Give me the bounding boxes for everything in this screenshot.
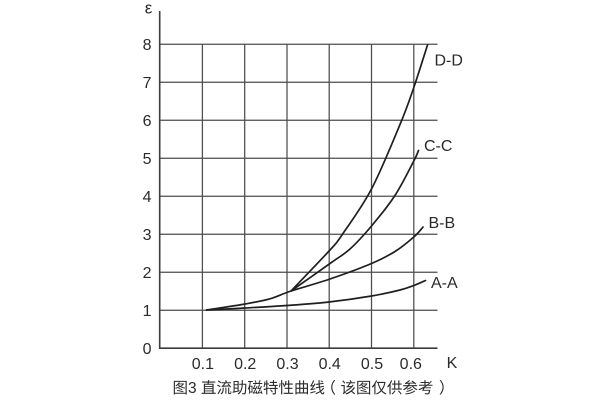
svg-text:A-A: A-A <box>431 275 458 292</box>
svg-text:0.5: 0.5 <box>361 356 383 373</box>
svg-text:0: 0 <box>143 341 152 358</box>
svg-text:2: 2 <box>143 265 152 282</box>
svg-text:0.2: 0.2 <box>234 356 256 373</box>
svg-text:B-B: B-B <box>429 215 456 232</box>
svg-text:0.3: 0.3 <box>276 356 298 373</box>
svg-text:6: 6 <box>143 113 152 130</box>
svg-text:3: 3 <box>188 380 197 397</box>
svg-text:C-C: C-C <box>424 138 452 155</box>
svg-text:ε: ε <box>145 0 153 18</box>
svg-text:8: 8 <box>143 37 152 54</box>
svg-text:3: 3 <box>143 227 152 244</box>
svg-text:5: 5 <box>143 151 152 168</box>
svg-text:D-D: D-D <box>435 53 463 70</box>
svg-text:1: 1 <box>143 303 152 320</box>
svg-text:7: 7 <box>143 75 152 92</box>
svg-text:0.1: 0.1 <box>192 356 214 373</box>
svg-text:0.4: 0.4 <box>319 356 341 373</box>
svg-text:0.6: 0.6 <box>400 356 422 373</box>
svg-text:K: K <box>447 355 458 372</box>
svg-text:4: 4 <box>143 189 152 206</box>
